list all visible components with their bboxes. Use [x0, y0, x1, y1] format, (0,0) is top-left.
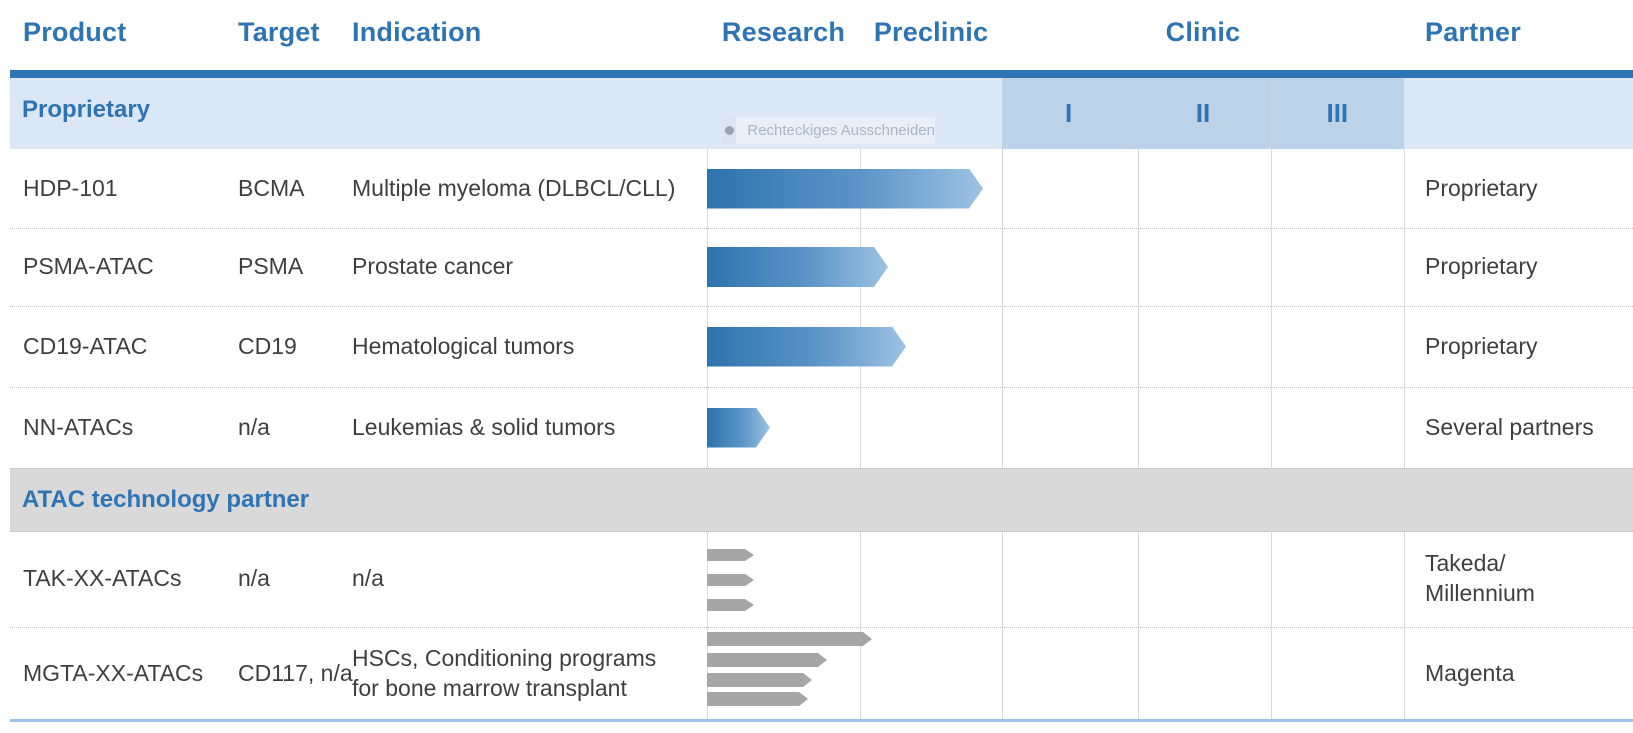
partner-cell: Proprietary: [1425, 332, 1538, 359]
indication-cell: Multiple myeloma (DLBCL/CLL): [352, 174, 676, 201]
indication-cell: HSCs, Conditioning programs for bone mar…: [352, 644, 657, 701]
column-gridline-partner: [1404, 149, 1405, 719]
pipeline-progress-bar: [707, 692, 808, 706]
section-band-atac-partner: ATAC technology partner: [10, 468, 1633, 532]
snip-tooltip-text: Rechteckiges Ausschneiden: [747, 122, 935, 139]
table-row-psma-atac: PSMA-ATAC PSMA Prostate cancer Proprieta…: [0, 228, 1633, 306]
target-cell: BCMA: [238, 174, 305, 201]
target-cell: CD117, n/a: [238, 659, 353, 686]
section-label-proprietary: Proprietary: [22, 96, 151, 123]
snip-tooltip: Rechteckiges Ausschneiden: [723, 117, 935, 144]
table-row-tak-xx-atacs: TAK-XX-ATACs n/a n/a Takeda/ Millennium: [0, 530, 1633, 627]
product-cell: MGTA-XX-ATACs: [23, 659, 204, 686]
clinic-phase-band: I II III: [1002, 78, 1404, 149]
header-divider: [10, 70, 1633, 78]
header-indication: Indication: [352, 16, 482, 47]
partner-cell: Proprietary: [1425, 253, 1538, 280]
phase-3-label: III: [1269, 78, 1404, 149]
pipeline-progress-bar: [707, 247, 888, 287]
section-label-atac-partner: ATAC technology partner: [22, 486, 310, 513]
pipeline-progress-bar: [707, 653, 827, 667]
header-partner: Partner: [1425, 16, 1521, 47]
indication-cell: Leukemias & solid tumors: [352, 413, 616, 440]
header-preclinic: Preclinic: [873, 16, 989, 47]
column-gridline-clinic2: [1138, 149, 1139, 719]
row-separator: [10, 306, 1633, 307]
table-row-mgta-xx-atacs: MGTA-XX-ATACs CD117, n/a HSCs, Condition…: [0, 627, 1633, 720]
pipeline-progress-bar: [707, 673, 812, 687]
product-cell: TAK-XX-ATACs: [23, 564, 182, 591]
row-separator: [10, 228, 1633, 229]
target-cell: PSMA: [238, 253, 304, 280]
header-product: Product: [23, 16, 127, 47]
pipeline-progress-bar: [707, 549, 754, 561]
partner-cell: Magenta: [1425, 659, 1515, 686]
pipeline-progress-bar: [707, 599, 754, 611]
phase-2-label: II: [1135, 78, 1269, 149]
column-gridline-clinic1: [1002, 149, 1003, 719]
partner-cell: Takeda/ Millennium: [1425, 549, 1535, 606]
target-cell: n/a: [238, 413, 270, 440]
table-row-nn-atacs: NN-ATACs n/a Leukemias & solid tumors Se…: [0, 387, 1633, 468]
pipeline-progress-bar: [707, 408, 770, 448]
target-cell: CD19: [238, 332, 297, 359]
partner-cell: Several partners: [1425, 413, 1594, 440]
row-separator: [10, 627, 1633, 628]
table-row-cd19-atac: CD19-ATAC CD19 Hematological tumors Prop…: [0, 306, 1633, 387]
product-cell: CD19-ATAC: [23, 332, 148, 359]
partner-cell: Proprietary: [1425, 174, 1538, 201]
pipeline-progress-bar: [707, 574, 754, 586]
row-separator: [10, 387, 1633, 388]
product-cell: HDP-101: [23, 174, 118, 201]
table-row-hdp-101: HDP-101 BCMA Multiple myeloma (DLBCL/CLL…: [0, 149, 1633, 228]
snip-mode-icon: [723, 117, 737, 144]
phase-1-label: I: [1065, 98, 1073, 128]
header-clinic: Clinic: [1165, 16, 1241, 47]
product-cell: PSMA-ATAC: [23, 253, 154, 280]
header-target: Target: [238, 16, 320, 47]
product-cell: NN-ATACs: [23, 413, 134, 440]
dot-icon: [725, 126, 735, 135]
pipeline-progress-bar: [707, 169, 983, 209]
pipeline-progress-bar: [707, 632, 872, 646]
header-research: Research: [721, 16, 846, 47]
target-cell: n/a: [238, 564, 270, 591]
column-gridline-clinic3: [1271, 149, 1272, 719]
column-gridline-preclinic: [860, 149, 861, 719]
indication-cell: Hematological tumors: [352, 332, 575, 359]
bottom-border-line: [10, 719, 1633, 722]
pipeline-progress-bar: [707, 327, 906, 367]
indication-cell: Prostate cancer: [352, 253, 514, 280]
indication-cell: n/a: [352, 564, 384, 591]
